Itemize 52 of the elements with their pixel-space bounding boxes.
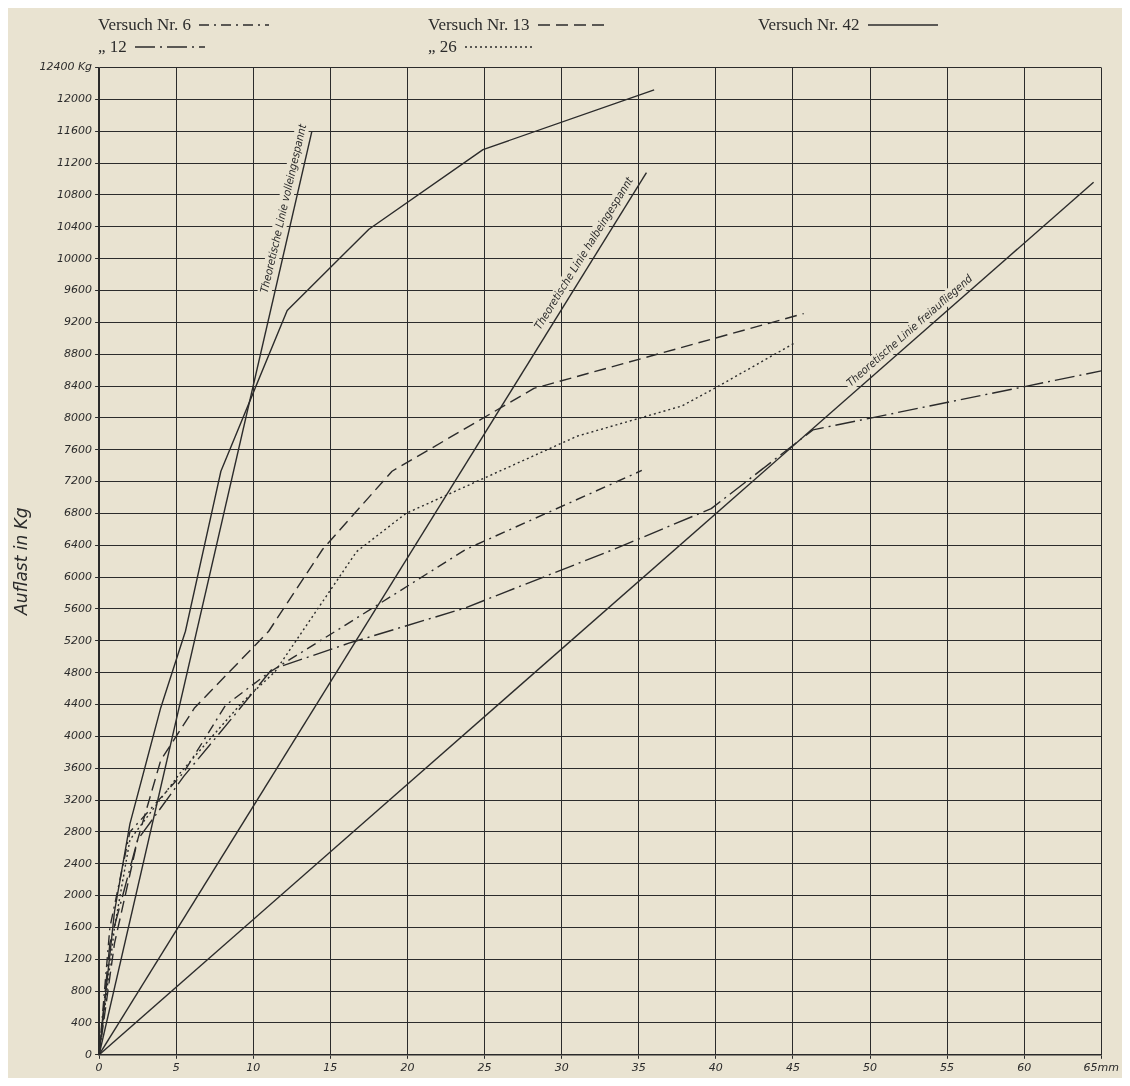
x-tick-label: 0 <box>95 1061 103 1075</box>
y-tick-label: 400 <box>71 1015 93 1029</box>
y-axis-title: Auflast in Kg <box>10 507 31 616</box>
y-tick-label: 4400 <box>64 697 93 711</box>
y-tick-label: 3600 <box>64 761 93 775</box>
y-tick-label: 4800 <box>64 665 93 679</box>
legend-label: Versuch Nr. 42 <box>758 15 860 35</box>
y-tick-label: 8400 <box>64 378 93 392</box>
y-tick-label: 9200 <box>64 315 93 329</box>
legend-label: Versuch Nr. 13 <box>428 15 530 35</box>
y-tick-label: 5600 <box>64 601 93 615</box>
x-tick-label: 15 <box>323 1061 338 1075</box>
y-tick-label: 9600 <box>64 283 93 297</box>
x-tick-label: 60 <box>1017 1061 1032 1075</box>
y-tick-label: 6400 <box>64 538 93 552</box>
y-tick-label: 5200 <box>64 633 93 647</box>
x-tick-label: 20 <box>400 1061 415 1075</box>
y-tick-label: 12400 Kg <box>39 60 93 74</box>
y-tick-label: 2800 <box>64 824 93 838</box>
x-tick-label: 50 <box>863 1061 878 1075</box>
x-tick-label: 10 <box>246 1061 261 1075</box>
x-tick-label: 65mm <box>1083 1061 1119 1075</box>
y-tick-label: 7600 <box>64 442 93 456</box>
y-tick-label: 1600 <box>64 920 93 934</box>
y-tick-label: 1200 <box>64 952 93 966</box>
legend-label: Versuch Nr. 6 <box>98 15 192 35</box>
y-tick-label: 4000 <box>64 729 93 743</box>
legend-label: „ 12 <box>98 37 127 57</box>
x-tick-label: 55 <box>940 1061 955 1075</box>
y-tick-label: 6000 <box>64 569 93 583</box>
y-tick-label: 10400 <box>57 219 93 233</box>
y-tick-label: 10000 <box>57 251 93 265</box>
y-tick-label: 8800 <box>64 347 93 361</box>
x-tick-label: 35 <box>631 1061 646 1075</box>
y-tick-label: 8000 <box>64 410 93 424</box>
x-tick-label: 5 <box>172 1061 180 1075</box>
y-tick-label: 0 <box>85 1047 93 1061</box>
y-tick-label: 6800 <box>64 506 93 520</box>
y-tick-label: 7200 <box>64 474 93 488</box>
y-tick-label: 3200 <box>64 792 93 806</box>
x-tick-label: 45 <box>785 1061 800 1075</box>
y-tick-label: 2400 <box>64 856 93 870</box>
x-tick-label: 25 <box>477 1061 492 1075</box>
x-tick-label: 30 <box>554 1061 569 1075</box>
y-tick-label: 10800 <box>57 187 93 201</box>
legend-label: „ 26 <box>428 37 457 57</box>
y-tick-label: 12000 <box>57 92 93 106</box>
y-tick-label: 2000 <box>64 888 93 902</box>
y-tick-label: 11200 <box>57 155 93 169</box>
y-tick-label: 800 <box>71 983 93 997</box>
x-tick-label: 40 <box>708 1061 723 1075</box>
y-tick-label: 11600 <box>57 124 93 138</box>
